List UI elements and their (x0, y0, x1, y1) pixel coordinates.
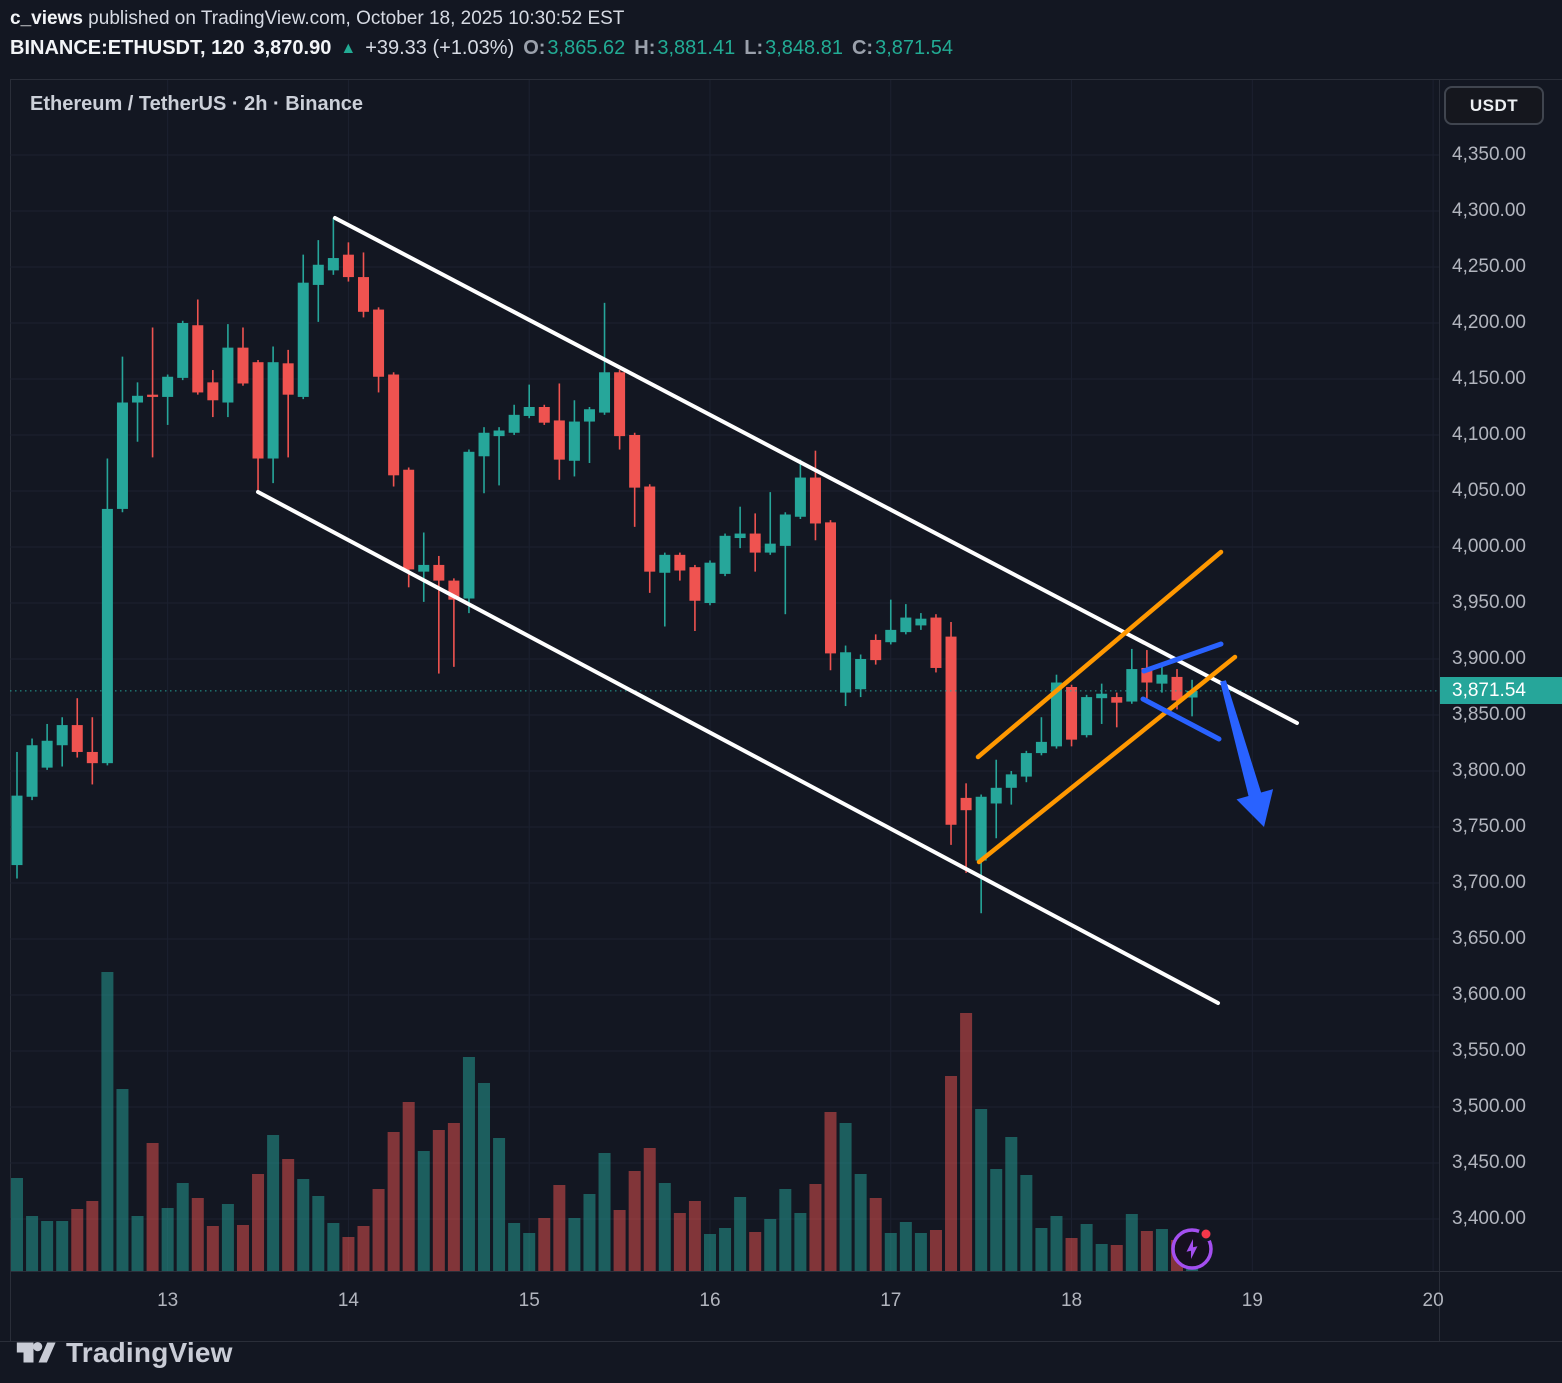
price-change: +39.33 (+1.03%) (365, 37, 515, 59)
last-price-value: 3,870.90 (253, 37, 332, 59)
volume-bars (11, 972, 1199, 1271)
tradingview-logo-icon (16, 1342, 56, 1363)
chart-bottom-border (0, 1341, 1562, 1342)
price-tick-label: 3,600.00 (1452, 984, 1526, 1005)
price-tick-label: 3,950.00 (1452, 592, 1526, 613)
price-tick-label: 4,300.00 (1452, 200, 1526, 221)
time-tick-label: 16 (699, 1290, 721, 1311)
up-channel-upper-line[interactable] (975, 549, 1224, 760)
price-tick-label: 4,150.00 (1452, 368, 1526, 389)
currency-toggle-button[interactable]: USDT (1444, 86, 1544, 125)
price-tick-label: 3,700.00 (1452, 872, 1526, 893)
down-channel-upper-line[interactable] (333, 216, 1299, 725)
time-tick-label: 20 (1422, 1290, 1444, 1311)
price-tick-label: 3,850.00 (1452, 704, 1526, 725)
low-value: L: 3,848.81 (744, 37, 843, 59)
tradingview-logo-text: TradingView (66, 1336, 233, 1368)
price-tick-label: 3,550.00 (1452, 1040, 1526, 1061)
time-axis-separator (10, 1271, 1562, 1272)
price-tick-label: 3,400.00 (1452, 1208, 1526, 1229)
grid-lines (10, 80, 1439, 1271)
price-tick-label: 3,500.00 (1452, 1096, 1526, 1117)
open-value: O: 3,865.62 (523, 37, 626, 59)
price-tick-label: 4,250.00 (1452, 256, 1526, 277)
price-tick-label: 3,750.00 (1452, 816, 1526, 837)
symbol-ohlc-line: BINANCE:ETHUSDT, 120 3,870.90 ▲ +39.33 (… (10, 37, 953, 60)
chart-left-border (10, 80, 11, 1341)
flash-badge[interactable] (1171, 1226, 1214, 1270)
price-tick-label: 3,450.00 (1452, 1152, 1526, 1173)
high-value: H: 3,881.41 (634, 37, 736, 59)
up-triangle-icon: ▲ (340, 39, 357, 57)
price-axis-pane[interactable]: USDT 3,871.54 4,350.00 4,300.00 4,250.00 4,… (1440, 80, 1562, 1271)
close-value: C: 3,871.54 (851, 37, 953, 59)
time-tick-label: 18 (1060, 1290, 1083, 1311)
price-tick-label: 4,100.00 (1452, 424, 1526, 445)
blue-wedge-lower-line[interactable] (1140, 696, 1222, 742)
time-tick-label: 13 (157, 1290, 179, 1311)
bearish-projection-arrow[interactable] (1220, 680, 1274, 827)
price-tick-label: 4,000.00 (1452, 536, 1526, 557)
lightning-icon (1186, 1238, 1198, 1260)
chart-title: Ethereum / TetherUS · 2h · Binance (30, 93, 364, 115)
time-tick-label: 19 (1241, 1290, 1263, 1311)
time-tick-label: 17 (880, 1290, 902, 1311)
blue-wedge-upper-line[interactable] (1141, 641, 1224, 674)
symbol-name: BINANCE:ETHUSDT, 120 (10, 37, 245, 59)
price-tick-label: 4,350.00 (1452, 144, 1526, 165)
price-axis-separator (1439, 80, 1440, 1341)
price-tick-label: 3,800.00 (1452, 760, 1526, 781)
time-axis-pane[interactable]: 13 14 15 16 17 18 19 20 (0, 1272, 1562, 1341)
time-tick-label: 14 (337, 1290, 359, 1311)
chart-pane[interactable]: Ethereum / TetherUS · 2h · Binance (10, 80, 1439, 1271)
tradingview-logo[interactable]: TradingView (16, 1336, 233, 1369)
price-tick-label: 4,200.00 (1452, 312, 1526, 333)
candles-layer[interactable] (11, 217, 1198, 914)
publisher-line: c_views published on TradingView.com, Oc… (10, 8, 624, 30)
price-tick-label: 3,900.00 (1452, 648, 1526, 669)
down-channel-lower-line[interactable] (256, 490, 1220, 1005)
candlestick-chart[interactable] (10, 80, 1439, 1271)
price-tick-label: 3,650.00 (1452, 928, 1526, 949)
up-channel-lower-line[interactable] (976, 654, 1238, 865)
time-tick-label: 15 (518, 1290, 540, 1311)
publisher-username: c_views (10, 8, 83, 29)
last-price-label: 3,871.54 (1440, 677, 1562, 705)
chart-top-border (10, 79, 1562, 80)
publisher-text: published on TradingView.com, October 18… (82, 8, 625, 29)
red-dot-indicator (1198, 1226, 1214, 1242)
price-tick-label: 4,050.00 (1452, 480, 1526, 501)
